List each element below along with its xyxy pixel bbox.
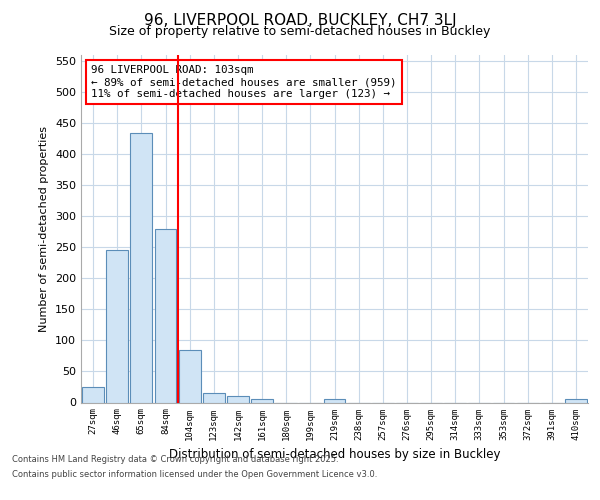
Bar (179, 350, 200, 403)
Bar (565, 400, 587, 402)
Bar (251, 400, 273, 402)
Bar (323, 400, 346, 402)
Text: Contains public sector information licensed under the Open Government Licence v3: Contains public sector information licen… (12, 470, 377, 479)
Bar (203, 393, 224, 402)
Y-axis label: Number of semi-detached properties: Number of semi-detached properties (40, 126, 49, 332)
Bar (130, 132, 152, 402)
Text: Contains HM Land Registry data © Crown copyright and database right 2025.: Contains HM Land Registry data © Crown c… (12, 455, 338, 464)
Text: 96 LIVERPOOL ROAD: 103sqm
← 89% of semi-detached houses are smaller (959)
11% of: 96 LIVERPOOL ROAD: 103sqm ← 89% of semi-… (91, 66, 397, 98)
Bar (106, 250, 128, 402)
Bar (82, 387, 104, 402)
Text: Size of property relative to semi-detached houses in Buckley: Size of property relative to semi-detach… (109, 25, 491, 38)
X-axis label: Distribution of semi-detached houses by size in Buckley: Distribution of semi-detached houses by … (169, 448, 500, 461)
Bar (227, 396, 249, 402)
Text: 96, LIVERPOOL ROAD, BUCKLEY, CH7 3LJ: 96, LIVERPOOL ROAD, BUCKLEY, CH7 3LJ (143, 12, 457, 28)
Bar (155, 229, 176, 402)
